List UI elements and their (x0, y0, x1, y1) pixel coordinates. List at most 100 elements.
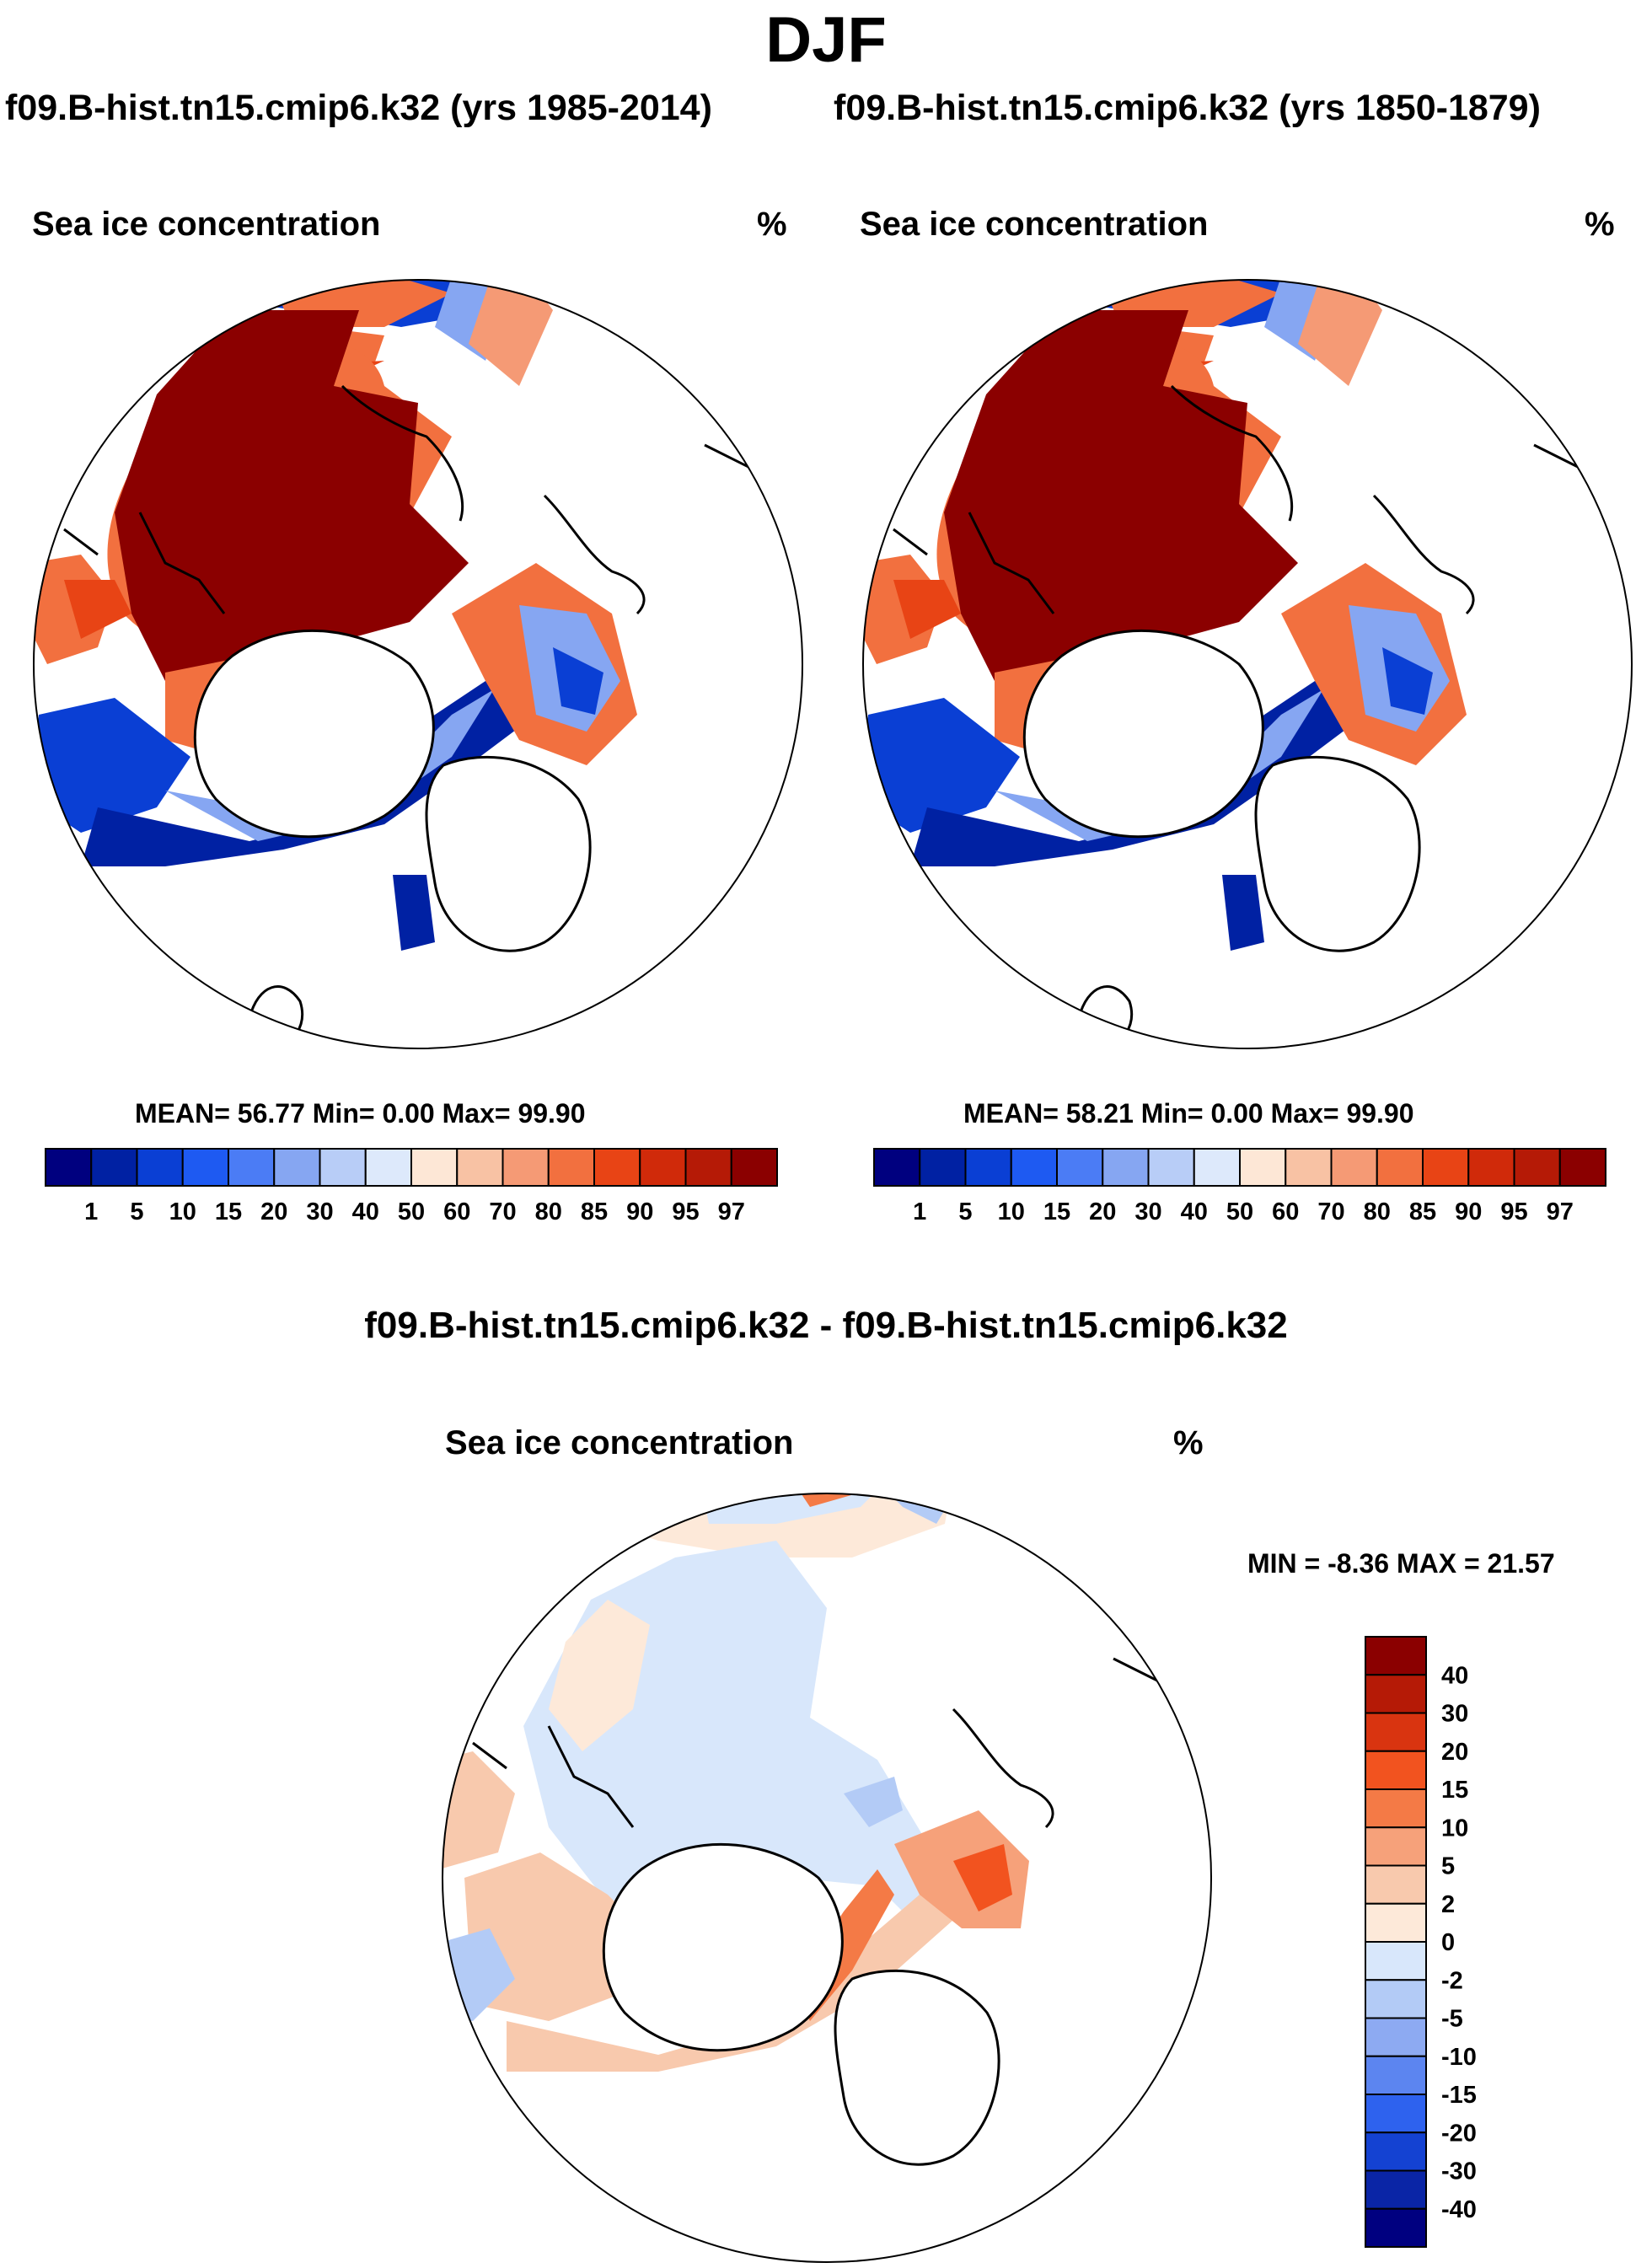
colorbar-tick-label: 2 (1441, 1891, 1455, 1918)
colorbar-swatch (1467, 1148, 1515, 1187)
colorbar-tick-label: 20 (1089, 1198, 1116, 1225)
colorbar-swatch (1365, 1750, 1427, 1790)
colorbar-tick-label: -20 (1441, 2120, 1477, 2147)
colorbar-tick-label: -2 (1441, 1967, 1463, 1994)
colorbar-tick-label: 40 (1441, 1662, 1468, 1689)
left-map (33, 279, 803, 1049)
colorbar-swatch (1365, 1636, 1427, 1676)
colorbar-swatch (1365, 1674, 1427, 1714)
left-units-label: % (757, 206, 787, 243)
colorbar-tick-label: 95 (1500, 1198, 1527, 1225)
colorbar-tick-label: 90 (626, 1198, 653, 1225)
right-variable-label: Sea ice concentration (860, 206, 1209, 243)
diff-units-label: % (1173, 1424, 1204, 1461)
colorbar-tick-label: 97 (718, 1198, 745, 1225)
left-case-title: f09.B-hist.tn15.cmip6.k32 (yrs 1985-2014… (5, 88, 712, 128)
colorbar-swatch (684, 1148, 732, 1187)
colorbar-swatch (1330, 1148, 1378, 1187)
colorbar-swatch (273, 1148, 321, 1187)
colorbar-tick-label: 1 (913, 1198, 926, 1225)
colorbar-tick-label: 70 (1317, 1198, 1344, 1225)
colorbar-swatch (456, 1148, 504, 1187)
diff-map (442, 1493, 1212, 2263)
colorbar-tick-label: 97 (1547, 1198, 1574, 1225)
colorbar-tick-label: 80 (535, 1198, 562, 1225)
colorbar-tick-label: 85 (581, 1198, 608, 1225)
colorbar-tick-label: 80 (1364, 1198, 1391, 1225)
colorbar-tick-label: 70 (489, 1198, 516, 1225)
colorbar-swatch (1365, 1788, 1427, 1829)
left-stats: MEAN= 56.77 Min= 0.00 Max= 99.90 (135, 1098, 586, 1129)
colorbar-swatch (1365, 2055, 1427, 2095)
colorbar-swatch (1365, 1826, 1427, 1867)
colorbar-tick-label: 15 (1441, 1777, 1468, 1804)
colorbar-swatch (1422, 1148, 1470, 1187)
colorbar-swatch (1193, 1148, 1241, 1187)
colorbar-swatch (964, 1148, 1012, 1187)
diff-title: f09.B-hist.tn15.cmip6.k32 - f09.B-hist.t… (364, 1305, 1288, 1346)
colorbar-tick-label: 5 (130, 1198, 143, 1225)
colorbar-swatch (730, 1148, 778, 1187)
colorbar-tick-label: 95 (672, 1198, 699, 1225)
colorbar-tick-label: 5 (958, 1198, 972, 1225)
colorbar-tick-label: 90 (1455, 1198, 1482, 1225)
right-case-title: f09.B-hist.tn15.cmip6.k32 (yrs 1850-1879… (834, 88, 1541, 128)
colorbar-tick-label: 1 (84, 1198, 98, 1225)
colorbar-swatch (364, 1148, 412, 1187)
colorbar-swatch (873, 1148, 921, 1187)
colorbar-swatch (1365, 2131, 1427, 2172)
colorbar-swatch (547, 1148, 595, 1187)
colorbar-tick-label: 30 (306, 1198, 333, 1225)
colorbar-tick-label: -5 (1441, 2006, 1463, 2033)
colorbar-tick-label: -10 (1441, 2044, 1477, 2071)
colorbar-tick-label: 60 (443, 1198, 470, 1225)
colorbar-tick-label: 15 (1043, 1198, 1070, 1225)
colorbar-swatch (1365, 2017, 1427, 2057)
colorbar-swatch (639, 1148, 687, 1187)
colorbar-tick-label: 50 (398, 1198, 425, 1225)
colorbar-swatch (1147, 1148, 1195, 1187)
colorbar-swatch (1365, 1941, 1427, 1981)
colorbar-swatch (228, 1148, 276, 1187)
colorbar-swatch (1239, 1148, 1287, 1187)
colorbar-tick-label: 15 (215, 1198, 242, 1225)
colorbar-tick-label: 10 (169, 1198, 196, 1225)
colorbar-swatch (502, 1148, 550, 1187)
right-map (862, 279, 1633, 1049)
colorbar-tick-label: 40 (1181, 1198, 1208, 1225)
colorbar-swatch (45, 1148, 93, 1187)
colorbar-swatch (1365, 1712, 1427, 1752)
colorbar-swatch (136, 1148, 184, 1187)
colorbar-swatch (1010, 1148, 1058, 1187)
colorbar-tick-label: -30 (1441, 2158, 1477, 2185)
colorbar-tick-label: 40 (352, 1198, 379, 1225)
colorbar-swatch (1558, 1148, 1606, 1187)
colorbar-swatch (1102, 1148, 1150, 1187)
colorbar-swatch (593, 1148, 641, 1187)
colorbar-tick-label: 30 (1134, 1198, 1161, 1225)
colorbar-swatch (919, 1148, 967, 1187)
colorbar-swatch (1513, 1148, 1561, 1187)
colorbar-tick-label: 10 (1441, 1815, 1468, 1842)
colorbar-tick-label: -40 (1441, 2196, 1477, 2223)
colorbar-tick-label: 60 (1272, 1198, 1299, 1225)
colorbar-swatch (410, 1148, 459, 1187)
right-colorbar: 1 5 10 15 20 30 40 50 60 70 80 85 90 95 97 (873, 1148, 1606, 1225)
colorbar-swatch (1365, 1902, 1427, 1943)
colorbar-tick-label: 20 (260, 1198, 287, 1225)
main-title: DJF (765, 4, 887, 76)
left-colorbar: 1 5 10 15 20 30 40 50 60 70 80 85 90 95 97 (45, 1148, 778, 1225)
colorbar-tick-label: 10 (998, 1198, 1025, 1225)
colorbar-swatch (1365, 2169, 1427, 2210)
right-stats: MEAN= 58.21 Min= 0.00 Max= 99.90 (963, 1098, 1414, 1129)
right-units-label: % (1585, 206, 1615, 243)
colorbar-tick-label: 0 (1441, 1929, 1455, 1956)
colorbar-swatch (1365, 2207, 1427, 2248)
colorbar-tick-label: 20 (1441, 1739, 1468, 1766)
diff-variable-label: Sea ice concentration (445, 1424, 794, 1461)
colorbar-swatch (1285, 1148, 1333, 1187)
left-variable-label: Sea ice concentration (32, 206, 381, 243)
colorbar-tick-label: 30 (1441, 1701, 1468, 1728)
